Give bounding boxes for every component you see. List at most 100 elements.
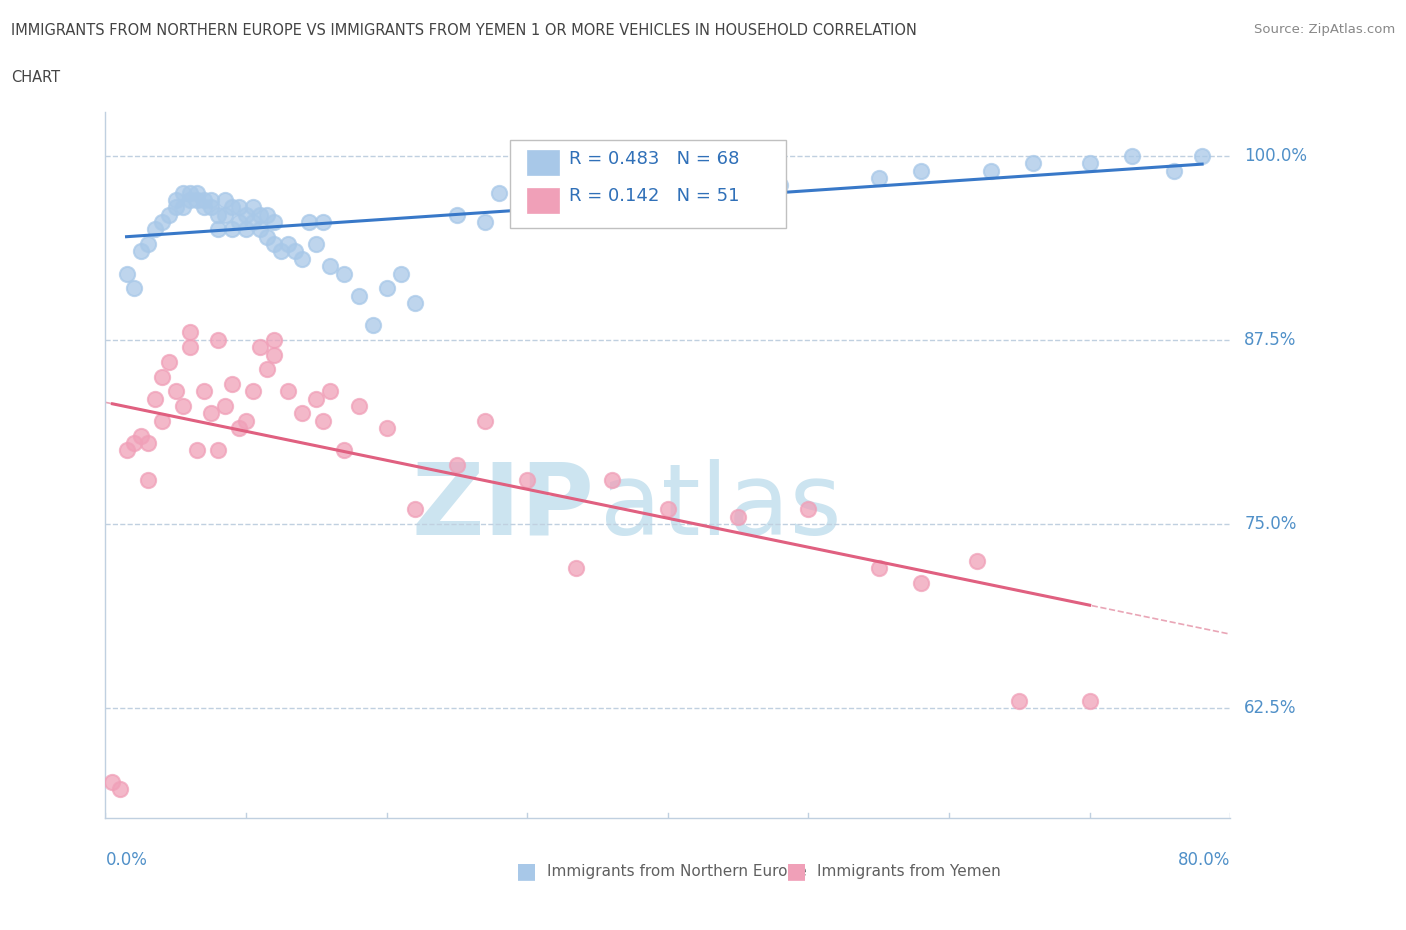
Point: [186, 185, 208, 200]
Point: [242, 384, 264, 399]
Point: [143, 222, 166, 237]
Point: [221, 222, 243, 237]
Point: [143, 392, 166, 406]
Point: [129, 428, 152, 443]
Point: [657, 501, 679, 516]
Text: ■: ■: [786, 861, 807, 882]
Point: [129, 244, 152, 259]
Point: [165, 193, 187, 207]
Point: [446, 458, 468, 472]
Point: [157, 354, 180, 369]
Point: [404, 501, 426, 516]
Point: [249, 339, 271, 354]
Point: [868, 170, 890, 185]
Point: [207, 222, 229, 237]
Point: [179, 193, 201, 207]
Point: [193, 200, 215, 215]
Point: [727, 509, 749, 524]
Point: [263, 332, 285, 347]
Text: Immigrants from Northern Europe: Immigrants from Northern Europe: [547, 864, 807, 879]
Point: [228, 200, 250, 215]
Point: [193, 193, 215, 207]
Point: [200, 193, 222, 207]
Text: Immigrants from Yemen: Immigrants from Yemen: [817, 864, 1001, 879]
Text: ■: ■: [516, 861, 537, 882]
Point: [186, 443, 208, 458]
Point: [136, 435, 159, 450]
Point: [474, 215, 496, 230]
Point: [150, 369, 173, 384]
Point: [1022, 155, 1045, 170]
Text: atlas: atlas: [600, 458, 842, 556]
Point: [214, 399, 236, 414]
Point: [256, 230, 278, 245]
Text: Source: ZipAtlas.com: Source: ZipAtlas.com: [1254, 23, 1395, 36]
Point: [179, 185, 201, 200]
Point: [242, 200, 264, 215]
Point: [1191, 148, 1213, 163]
FancyBboxPatch shape: [527, 188, 558, 213]
Point: [172, 200, 194, 215]
Point: [270, 244, 292, 259]
Point: [277, 384, 299, 399]
Text: R = 0.483   N = 68: R = 0.483 N = 68: [569, 150, 740, 168]
Point: [122, 281, 145, 296]
Point: [980, 163, 1002, 178]
Point: [193, 384, 215, 399]
Point: [200, 406, 222, 421]
Point: [910, 163, 932, 178]
Point: [1008, 693, 1031, 708]
Point: [150, 215, 173, 230]
Point: [207, 207, 229, 222]
Point: [108, 781, 131, 796]
Point: [214, 193, 236, 207]
Point: [319, 259, 342, 273]
Point: [179, 325, 201, 339]
Point: [1121, 148, 1143, 163]
Text: 0.0%: 0.0%: [105, 851, 148, 869]
Point: [565, 561, 588, 576]
Point: [115, 266, 138, 281]
Point: [207, 443, 229, 458]
Point: [474, 413, 496, 428]
Point: [235, 413, 257, 428]
Text: 100.0%: 100.0%: [1244, 147, 1308, 165]
Point: [172, 399, 194, 414]
Point: [685, 178, 707, 193]
Point: [657, 178, 679, 193]
Point: [333, 443, 356, 458]
FancyBboxPatch shape: [527, 151, 558, 175]
Text: CHART: CHART: [11, 70, 60, 85]
Point: [347, 399, 370, 414]
FancyBboxPatch shape: [510, 140, 786, 228]
Point: [150, 413, 173, 428]
Point: [235, 207, 257, 222]
Point: [375, 420, 398, 435]
Point: [249, 222, 271, 237]
Point: [488, 185, 510, 200]
Point: [319, 384, 342, 399]
Point: [242, 215, 264, 230]
Point: [600, 472, 623, 487]
Point: [235, 222, 257, 237]
Text: 75.0%: 75.0%: [1244, 515, 1296, 533]
Point: [389, 266, 412, 281]
Point: [966, 553, 988, 568]
Point: [404, 296, 426, 311]
Point: [375, 281, 398, 296]
Point: [1078, 693, 1101, 708]
Point: [101, 774, 124, 789]
Point: [291, 251, 314, 266]
Point: [769, 178, 792, 193]
Point: [172, 185, 194, 200]
Point: [312, 215, 335, 230]
Point: [910, 576, 932, 591]
Point: [291, 406, 314, 421]
Point: [136, 472, 159, 487]
Point: [157, 207, 180, 222]
Point: [249, 207, 271, 222]
Point: [256, 362, 278, 377]
Point: [165, 200, 187, 215]
Point: [221, 377, 243, 392]
Point: [333, 266, 356, 281]
